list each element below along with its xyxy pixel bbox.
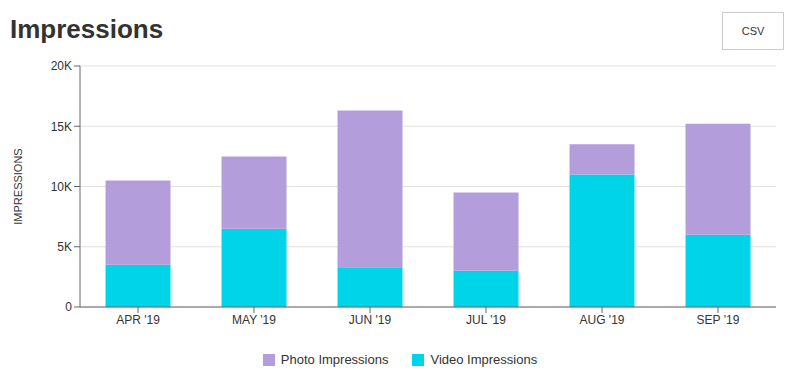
svg-text:0: 0 xyxy=(65,300,72,314)
svg-text:MAY '19: MAY '19 xyxy=(232,313,276,327)
html-text:Photo Impressions: Photo Impressions xyxy=(280,352,389,367)
svg-text:20K: 20K xyxy=(51,59,72,73)
svg-text:15K: 15K xyxy=(51,120,72,134)
svg-text:APR '19: APR '19 xyxy=(116,313,160,327)
svg-text:JUL '19: JUL '19 xyxy=(466,313,506,327)
svg-text:JUN '19: JUN '19 xyxy=(349,313,392,327)
html-text:Impressions: Impressions xyxy=(10,14,164,44)
html-text:Video Impressions: Video Impressions xyxy=(430,352,538,367)
svg-text:AUG '19: AUG '19 xyxy=(580,313,625,327)
svg-text:IMPRESSIONS: IMPRESSIONS xyxy=(12,148,24,224)
svg-text:10K: 10K xyxy=(51,180,72,194)
svg-text:5K: 5K xyxy=(57,240,72,254)
svg-text:SEP '19: SEP '19 xyxy=(697,313,740,327)
html-text:CSV: CSV xyxy=(741,25,765,37)
